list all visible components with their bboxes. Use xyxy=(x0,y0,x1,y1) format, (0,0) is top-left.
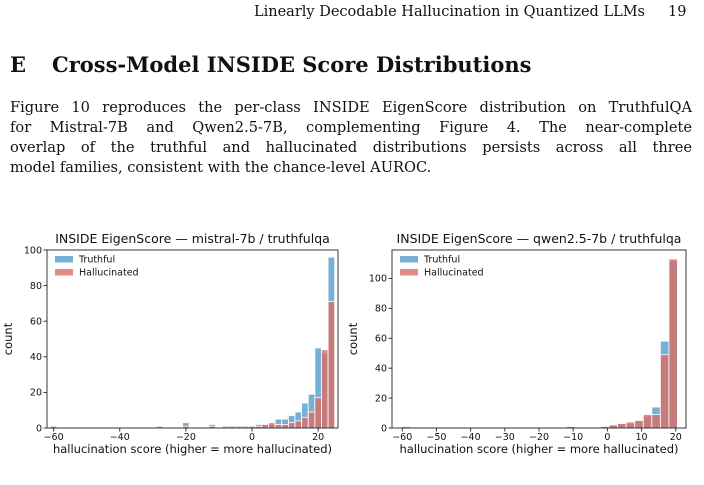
histogram-bar xyxy=(261,424,269,429)
histogram-bar xyxy=(642,414,653,429)
section-number: E xyxy=(10,52,27,77)
legend-swatch-truthful xyxy=(55,256,73,263)
histogram-bar xyxy=(659,354,670,429)
histogram-bar xyxy=(301,416,309,429)
x-tick-label: 10 xyxy=(636,432,648,443)
histogram-bar xyxy=(294,420,303,429)
x-tick-label: −40 xyxy=(461,432,481,443)
histogram-bar xyxy=(327,301,336,429)
x-tick-label: −50 xyxy=(426,432,446,443)
histogram-bar xyxy=(634,420,644,429)
paragraph-line: model families, consistent with the chan… xyxy=(10,159,432,176)
histogram-bar xyxy=(274,424,283,429)
legend-swatch-truthful xyxy=(400,256,418,263)
y-tick-label: 80 xyxy=(30,281,42,292)
plot-frame xyxy=(46,249,339,429)
legend-label: Truthful xyxy=(423,255,460,266)
histogram-bar xyxy=(268,422,276,429)
histogram-bar xyxy=(281,424,289,429)
x-tick-label: 0 xyxy=(604,432,610,443)
running-title: Linearly Decodable Hallucination in Quan… xyxy=(254,4,645,20)
paragraph-line: overlap of the truthful and hallucinated… xyxy=(10,139,692,156)
x-tick-label: −10 xyxy=(563,432,583,443)
section-heading: E Cross-Model INSIDE Score Distributions xyxy=(10,52,531,77)
histogram-bar xyxy=(321,349,329,429)
paragraph-line: for Mistral-7B and Qwen2.5-7B, complemen… xyxy=(10,119,692,136)
x-tick-label: 20 xyxy=(312,432,324,443)
chart-1: INSIDE EigenScore — mistral-7b / truthfu… xyxy=(1,231,339,456)
legend: Truthful Hallucinated xyxy=(55,255,139,279)
y-axis-label: count xyxy=(1,322,15,355)
legend-label: Hallucinated xyxy=(79,268,139,279)
histogram-bar xyxy=(307,411,316,429)
y-tick-label: 60 xyxy=(375,334,387,345)
y-tick-label: 0 xyxy=(36,423,42,434)
chart-2: INSIDE EigenScore — qwen2.5-7b / truthfu… xyxy=(346,231,687,456)
histogram-bar xyxy=(617,423,627,429)
body-paragraph: Figure 10 reproduces the per-class INSID… xyxy=(10,98,692,178)
y-tick-label: 20 xyxy=(375,393,387,404)
y-tick-label: 40 xyxy=(375,363,387,374)
histogram-bar xyxy=(625,421,636,429)
x-tick-label: −60 xyxy=(44,432,64,443)
y-tick-label: 80 xyxy=(375,304,387,315)
y-tick-label: 100 xyxy=(24,245,42,256)
histogram-bar xyxy=(314,397,322,429)
chart-title: INSIDE EigenScore — qwen2.5-7b / truthfu… xyxy=(397,231,682,246)
histogram-bar xyxy=(668,258,678,429)
x-tick-label: −20 xyxy=(529,432,549,443)
legend-swatch-hallucinated xyxy=(55,269,73,276)
x-tick-label: 20 xyxy=(670,432,682,443)
legend-swatch-hallucinated xyxy=(400,269,418,276)
x-tick-label: −30 xyxy=(495,432,515,443)
legend-label: Truthful xyxy=(78,255,115,266)
y-tick-label: 40 xyxy=(30,352,42,363)
y-tick-label: 20 xyxy=(30,388,42,399)
x-tick-label: −60 xyxy=(392,432,412,443)
x-axis-label: hallucination score (higher = more hallu… xyxy=(399,442,678,456)
legend-label: Hallucinated xyxy=(424,268,484,279)
y-axis-label: count xyxy=(346,322,360,355)
x-tick-label: −40 xyxy=(110,432,130,443)
legend: Truthful Hallucinated xyxy=(400,255,484,279)
histogram-bar xyxy=(287,422,296,429)
histogram-bar xyxy=(651,414,661,429)
y-tick-label: 100 xyxy=(369,274,387,285)
x-axis-label: hallucination score (higher = more hallu… xyxy=(53,442,332,456)
x-tick-label: 0 xyxy=(249,432,255,443)
page-number: 19 xyxy=(668,4,687,20)
chart-title: INSIDE EigenScore — mistral-7b / truthfu… xyxy=(55,231,330,246)
section-title: Cross-Model INSIDE Score Distributions xyxy=(52,52,532,77)
paragraph-line: Figure 10 reproduces the per-class INSID… xyxy=(10,99,692,116)
x-tick-label: −20 xyxy=(176,432,196,443)
y-tick-label: 60 xyxy=(30,317,42,328)
y-tick-label: 0 xyxy=(381,423,387,434)
